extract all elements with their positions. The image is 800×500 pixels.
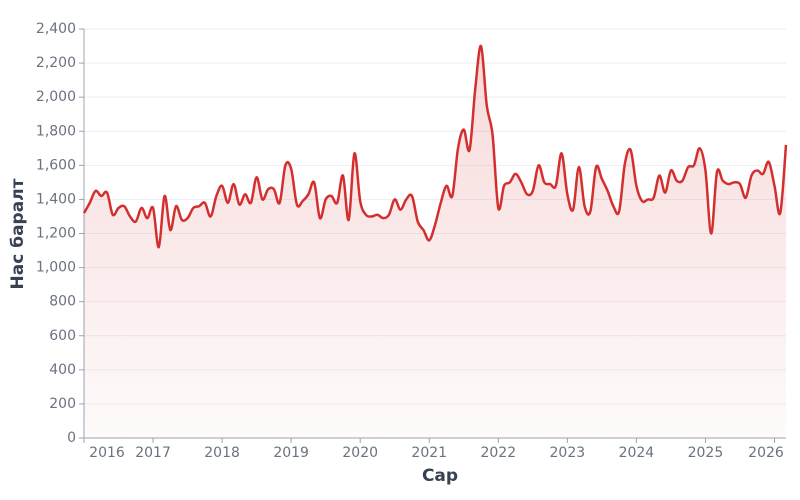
- x-tick-label: 2019: [273, 445, 309, 461]
- y-tick-label: 1,000: [36, 260, 76, 276]
- y-tick-label: 2,200: [36, 55, 76, 71]
- x-tick-label: 2024: [619, 445, 655, 461]
- y-tick-label: 1,600: [36, 157, 76, 173]
- y-tick-label: 0: [67, 430, 76, 446]
- y-tick-label: 600: [49, 328, 76, 344]
- x-tick-label: 2016: [89, 445, 125, 461]
- y-tick-label: 2,400: [36, 21, 76, 37]
- x-axis-title: Сар: [422, 466, 458, 486]
- x-tick-label: 2026: [748, 445, 784, 461]
- x-tick-label: 2025: [688, 445, 724, 461]
- y-tick-label: 400: [49, 362, 76, 378]
- y-tick-label: 1,400: [36, 191, 76, 207]
- line: [82, 44, 788, 249]
- y-tick-label: 1,200: [36, 226, 76, 242]
- x-tick-label: 2023: [550, 445, 586, 461]
- y-tick-label: 800: [49, 294, 76, 310]
- y-axis-title: Нас баралт: [8, 178, 28, 289]
- x-tick-label: 2022: [480, 445, 516, 461]
- y-tick-label: 2,000: [36, 89, 76, 105]
- area: [84, 45, 786, 438]
- y-tick-label: 1,800: [36, 123, 76, 139]
- y-tick-label: 200: [49, 396, 76, 412]
- x-tick-label: 2021: [411, 445, 447, 461]
- x-tick-label: 2017: [135, 445, 171, 461]
- x-tick-label: 2020: [342, 445, 378, 461]
- x-tick-label: 2018: [204, 445, 240, 461]
